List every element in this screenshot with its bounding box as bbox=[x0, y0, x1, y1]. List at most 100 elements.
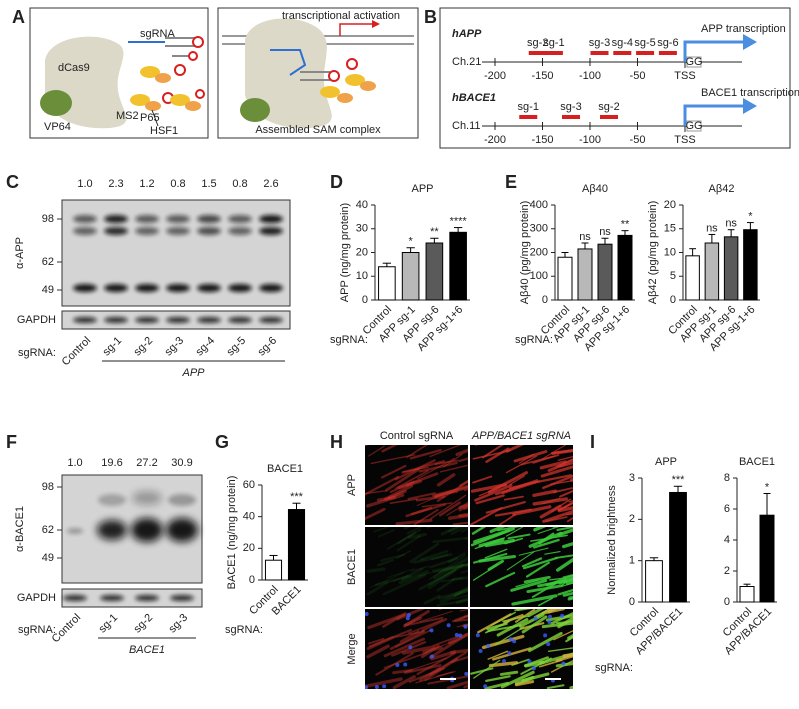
cell-streak bbox=[436, 473, 456, 487]
guide-mark bbox=[636, 51, 655, 55]
blot-band bbox=[135, 317, 159, 323]
cell-streak bbox=[396, 550, 411, 560]
micrograph bbox=[470, 527, 573, 607]
panel-label: F bbox=[6, 432, 17, 452]
blot-band bbox=[259, 215, 283, 223]
cell-streak bbox=[409, 448, 442, 460]
marker-label: 62 bbox=[42, 524, 54, 536]
lane-label: sg-4 bbox=[194, 335, 218, 359]
cell-streak bbox=[434, 490, 459, 497]
cell-streak bbox=[419, 610, 453, 623]
transcription-label: BACE1 transcription bbox=[701, 87, 799, 99]
cell-streak bbox=[450, 527, 468, 535]
cell-streak bbox=[439, 464, 468, 473]
cell-streak bbox=[478, 554, 517, 563]
cell-streak bbox=[530, 534, 568, 542]
y-tick-label: 2 bbox=[629, 513, 635, 525]
micrograph-bg bbox=[365, 445, 468, 525]
label: sgRNA bbox=[140, 28, 176, 40]
guide-mark bbox=[600, 115, 618, 119]
y-tick-label: 100 bbox=[530, 270, 548, 282]
micrograph bbox=[365, 609, 468, 689]
y-tick-label: 10 bbox=[356, 270, 368, 282]
cell-streak bbox=[373, 527, 390, 533]
tss-label: TSS bbox=[674, 70, 695, 82]
cell-streak bbox=[473, 659, 501, 679]
cell-streak bbox=[453, 588, 468, 597]
y-axis-label: APP (ng/mg protein) bbox=[339, 203, 351, 302]
cell-streak bbox=[460, 527, 468, 533]
cell-streak bbox=[513, 450, 548, 463]
blot-band bbox=[228, 317, 252, 323]
cell-streak bbox=[447, 632, 468, 645]
blot-band bbox=[73, 215, 97, 223]
y-tick-label: 0 bbox=[362, 294, 368, 306]
blot-band bbox=[135, 595, 159, 601]
cell-streak bbox=[396, 609, 426, 621]
cell-streak bbox=[432, 635, 459, 647]
cell-streak bbox=[550, 480, 573, 486]
track-tick-label: -150 bbox=[531, 134, 553, 146]
cell-streak bbox=[384, 484, 414, 501]
cell-streak bbox=[561, 576, 573, 586]
cell-streak bbox=[413, 552, 453, 564]
blot-band bbox=[135, 215, 159, 223]
cell-streak bbox=[365, 677, 403, 688]
marker-label: 98 bbox=[42, 213, 54, 225]
nucleus bbox=[508, 637, 513, 642]
ratio-label: 1.0 bbox=[77, 178, 92, 190]
cell-streak bbox=[392, 575, 409, 582]
cell-streak bbox=[569, 685, 573, 689]
cell-streak bbox=[368, 637, 385, 645]
nucleus bbox=[458, 633, 463, 638]
guide-label: sg-4 bbox=[612, 37, 633, 49]
cell-streak bbox=[485, 447, 510, 463]
cell-streak bbox=[492, 647, 532, 661]
row-label: Merge bbox=[346, 633, 358, 664]
nucleus bbox=[429, 654, 434, 659]
cell-streak bbox=[533, 474, 573, 484]
cell-streak bbox=[527, 609, 545, 618]
cell-streak bbox=[386, 568, 415, 578]
ratio-label: 27.2 bbox=[136, 457, 157, 469]
nucleus bbox=[395, 662, 400, 667]
cell-streak bbox=[532, 497, 568, 506]
cell-streak bbox=[528, 531, 563, 548]
bar bbox=[743, 229, 758, 301]
panel-label: D bbox=[330, 172, 343, 192]
y-tick-label: 4 bbox=[724, 534, 730, 546]
y-axis-label: Aβ40 (pg/mg protein) bbox=[519, 201, 531, 305]
ratio-label: 2.6 bbox=[263, 178, 278, 190]
track-tick-label: -100 bbox=[579, 70, 601, 82]
transcription-arrowhead bbox=[743, 98, 757, 114]
cell-streak bbox=[510, 579, 548, 592]
chart-title: APP bbox=[411, 183, 433, 195]
guide-mark bbox=[528, 51, 547, 55]
cell-streak bbox=[540, 465, 573, 478]
y-tick-label: 200 bbox=[530, 246, 548, 258]
bar bbox=[597, 243, 613, 301]
cell-streak bbox=[430, 553, 449, 561]
y-tick-label: 0 bbox=[724, 596, 730, 608]
cell-streak bbox=[485, 500, 526, 514]
track-tick-label: -100 bbox=[579, 134, 601, 146]
panel-label: E bbox=[505, 172, 517, 192]
nucleus bbox=[454, 632, 459, 637]
chart-title: BACE1 bbox=[267, 463, 303, 475]
cell-streak bbox=[554, 554, 573, 559]
nucleus bbox=[486, 643, 491, 648]
bar bbox=[378, 266, 396, 301]
y-tick-label: 20 bbox=[243, 542, 255, 554]
cell-streak bbox=[404, 616, 422, 627]
cell-streak bbox=[546, 684, 565, 689]
blot-band bbox=[166, 215, 190, 223]
cell-streak bbox=[520, 657, 552, 675]
cell-streak bbox=[506, 551, 535, 571]
track-tick-label: -150 bbox=[531, 70, 553, 82]
guide-label: sg-2 bbox=[527, 37, 548, 49]
nucleus bbox=[406, 613, 411, 618]
transcription-arrow bbox=[683, 40, 745, 62]
nucleus bbox=[463, 624, 468, 629]
cell-streak bbox=[383, 637, 425, 658]
cell-streak bbox=[415, 495, 446, 502]
